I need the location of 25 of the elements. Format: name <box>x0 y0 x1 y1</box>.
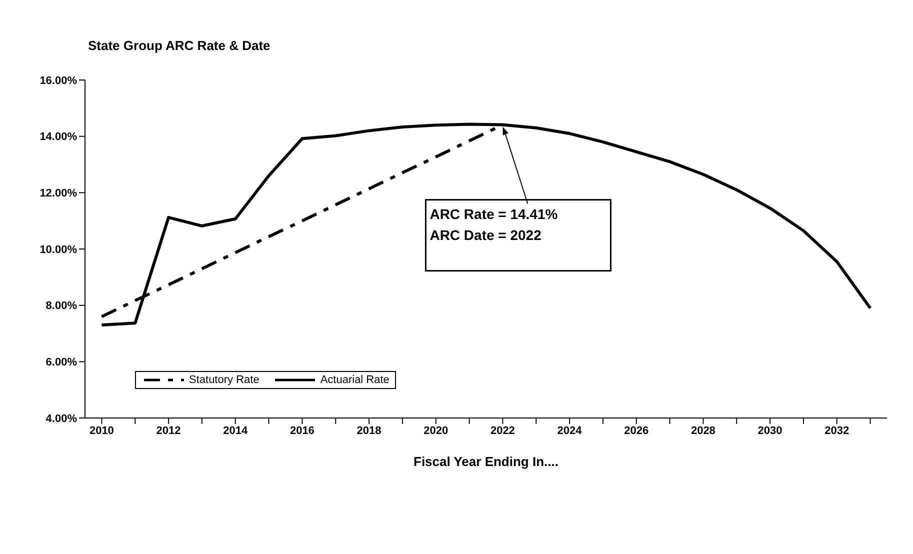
x-tick-label: 2012 <box>156 424 181 437</box>
y-tick-label: 16.00% <box>40 74 78 87</box>
x-tick-label: 2016 <box>290 424 314 437</box>
chart-title: State Group ARC Rate & Date <box>88 38 270 53</box>
y-tick-label: 10.00% <box>40 244 78 256</box>
y-tick-label: 8.00% <box>46 300 78 312</box>
annotation: ARC Rate = 14.41% ARC Date = 2022 <box>430 206 558 243</box>
y-tick-label: 6.00% <box>46 356 78 369</box>
legend-label: Statutory Rate <box>189 374 260 386</box>
x-tick-label: 2020 <box>424 424 448 437</box>
x-tick-label: 2010 <box>89 424 114 437</box>
x-tick-label: 2026 <box>624 424 649 437</box>
x-tick-label: 2014 <box>223 424 248 437</box>
x-tick-label: 2030 <box>758 424 782 437</box>
y-tick-label: 12.00% <box>40 188 78 200</box>
y-tick-label: 14.00% <box>40 131 78 144</box>
line-series <box>100 122 872 327</box>
legend-label: Actuarial Rate <box>320 374 390 386</box>
y-tick-label: 4.00% <box>46 412 78 425</box>
x-axis-title: Fiscal Year Ending In.... <box>414 454 558 469</box>
x-tick-label: 2018 <box>356 424 382 437</box>
x-tick-label: 2022 <box>490 424 515 437</box>
x-tick-label: 2032 <box>824 424 850 437</box>
x-tick-label: 2024 <box>557 424 583 437</box>
x-tick-label: 2028 <box>690 424 716 437</box>
